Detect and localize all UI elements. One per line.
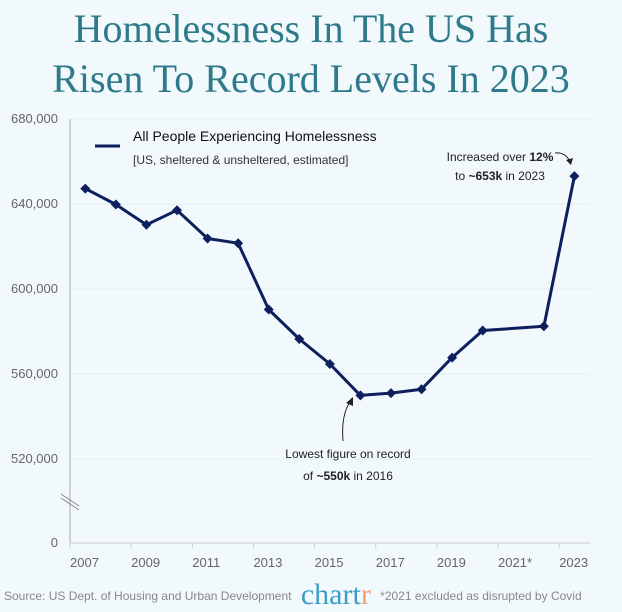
arrowhead-icon bbox=[346, 397, 353, 406]
legend-title: All People Experiencing Homelessness bbox=[133, 128, 377, 144]
x-tick-label: 2021* bbox=[498, 555, 532, 570]
y-tick-label: 0 bbox=[51, 535, 58, 550]
x-tick-label: 2007 bbox=[70, 555, 99, 570]
data-point-2011 bbox=[202, 233, 213, 244]
y-tick-label: 520,000 bbox=[11, 451, 58, 466]
data-point-2019 bbox=[447, 352, 458, 363]
data-point-2016 bbox=[355, 390, 366, 401]
x-tick-label: 2023 bbox=[559, 555, 588, 570]
footer: Source: US Dept. of Housing and Urban De… bbox=[4, 578, 620, 612]
x-tick-label: 2009 bbox=[131, 555, 160, 570]
y-tick-label: 680,000 bbox=[11, 111, 58, 126]
data-point-2010 bbox=[172, 205, 183, 216]
annotation-2023-line1: Increased over 12% bbox=[447, 150, 554, 164]
arrowhead-icon bbox=[566, 158, 573, 165]
y-tick-label: 600,000 bbox=[11, 281, 58, 296]
legend: All People Experiencing Homelessness [US… bbox=[95, 128, 377, 167]
footnote-text: *2021 excluded as disrupted by Covid bbox=[380, 589, 582, 603]
source-text: Source: US Dept. of Housing and Urban De… bbox=[4, 589, 292, 603]
data-point-2007 bbox=[80, 183, 91, 194]
data-point-2014 bbox=[294, 334, 305, 345]
x-tick-label: 2011 bbox=[192, 555, 220, 570]
annotation-2023: Increased over 12% to ~653k in 2023 bbox=[447, 150, 573, 183]
annotation-arrow bbox=[342, 401, 351, 442]
y-tick-label: 560,000 bbox=[11, 366, 58, 381]
data-point-2012 bbox=[233, 238, 244, 249]
chart-title: Homelessness In The US Has Risen To Reco… bbox=[0, 4, 622, 104]
data-point-2023 bbox=[569, 171, 580, 182]
data-point-2017 bbox=[386, 388, 396, 399]
x-tick-label: 2013 bbox=[253, 555, 282, 570]
annotation-2016-line2: of ~550k in 2016 bbox=[303, 469, 393, 483]
chartr-logo: chartr bbox=[300, 578, 371, 611]
legend-subtitle: [US, sheltered & unsheltered, estimated] bbox=[133, 153, 348, 167]
x-tick-label: 2019 bbox=[437, 555, 466, 570]
series-line bbox=[84, 175, 576, 397]
y-tick-label: 640,000 bbox=[11, 196, 58, 211]
data-point-2015 bbox=[324, 358, 335, 369]
data-point-2018 bbox=[416, 384, 427, 395]
data-point-2020 bbox=[477, 325, 488, 336]
data-point-2009 bbox=[141, 219, 152, 230]
data-point-2008 bbox=[110, 199, 121, 210]
annotation-2016: Lowest figure on record of ~550k in 2016 bbox=[285, 397, 411, 483]
title-line-2: Risen To Record Levels In 2023 bbox=[52, 56, 570, 101]
annotation-2016-line1: Lowest figure on record bbox=[285, 447, 410, 461]
data-point-2013 bbox=[263, 304, 274, 315]
annotation-2023-line2: to ~653k in 2023 bbox=[455, 169, 545, 183]
axis-break-icon bbox=[60, 493, 80, 511]
data-point-2022 bbox=[538, 321, 549, 332]
x-tick-label: 2017 bbox=[376, 555, 405, 570]
x-tick-label: 2015 bbox=[315, 555, 344, 570]
title-line-1: Homelessness In The US Has bbox=[73, 6, 549, 51]
